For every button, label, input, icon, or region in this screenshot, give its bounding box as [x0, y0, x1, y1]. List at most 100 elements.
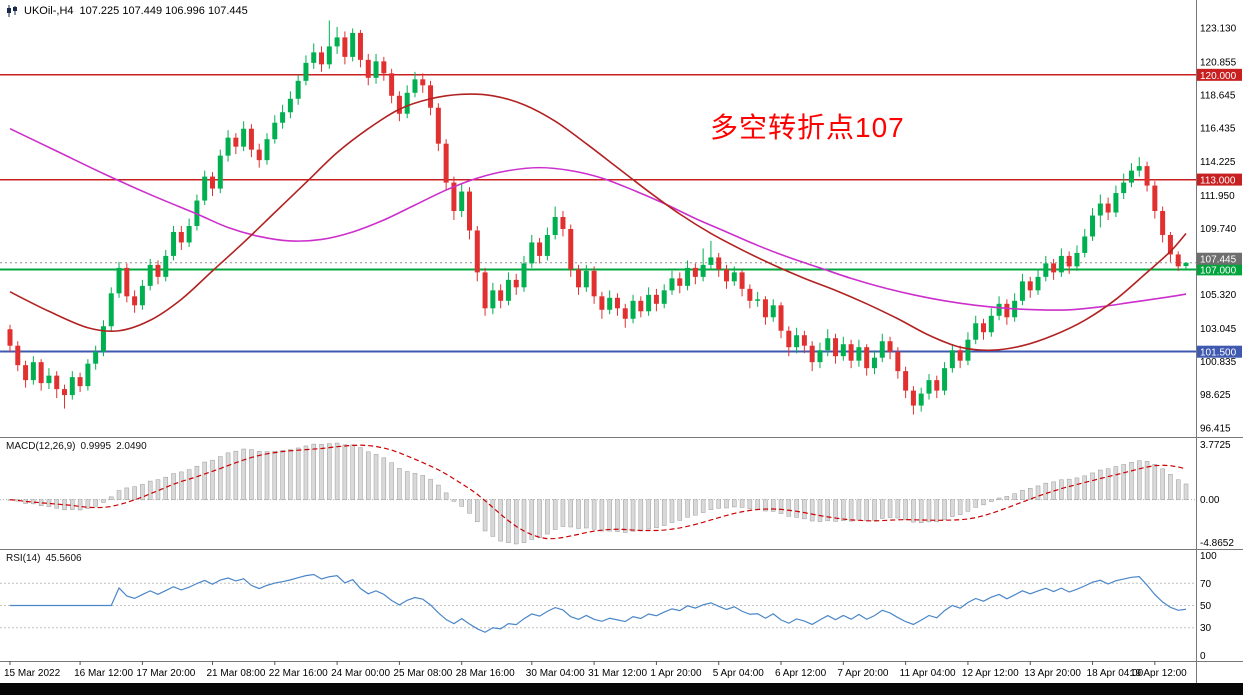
time-label: 31 Mar 12:00: [588, 668, 647, 679]
macd-histogram-bar: [210, 459, 215, 500]
candle-body-down: [498, 290, 504, 301]
macd-histogram-bar: [1035, 485, 1041, 500]
macd-histogram-bar: [802, 499, 807, 520]
macd-histogram-bar: [638, 499, 644, 532]
macd-indicator-label: MACD(12,26,9) 0.9995 2.0490: [6, 441, 152, 452]
price-axis[interactable]: 123.130 120.855 118.645 116.435 114.225 111.9…: [1197, 23, 1242, 434]
macd-histogram-bar: [856, 499, 862, 521]
time-label: 22 Mar 16:00: [269, 668, 328, 679]
macd-histogram-bar: [1144, 461, 1150, 500]
macd-histogram-bar: [545, 499, 550, 535]
candle-body-up: [147, 264, 153, 286]
macd-histogram-bar: [1121, 464, 1126, 500]
macd-histogram-bar: [280, 450, 285, 500]
candle-body-up: [700, 264, 706, 277]
candle-body-down: [420, 79, 426, 86]
macd-histogram-bar: [1098, 469, 1103, 500]
macd-histogram-bar: [311, 443, 316, 500]
macd-histogram-bar: [809, 499, 815, 522]
candle-body-down: [903, 371, 909, 391]
macd-histogram-bar: [841, 499, 846, 521]
candles-layer: [7, 20, 1189, 415]
macd-histogram-bar: [1074, 477, 1080, 500]
candle-body-down: [7, 329, 13, 346]
time-axis[interactable]: 15 Mar 2022 16 Mar 12:00 17 Mar 20:00 21 Ma…: [4, 661, 1187, 679]
candle-body-up: [295, 80, 301, 99]
candle-body-up: [1074, 252, 1080, 267]
macd-histogram-bar: [482, 499, 488, 532]
candle-body-up: [755, 299, 761, 301]
candle-body-up: [303, 62, 309, 81]
macd-histogram-bar: [1090, 472, 1095, 500]
macd-histogram-bar: [989, 499, 994, 502]
macd-histogram-bar: [521, 499, 527, 543]
candle-body-up: [241, 128, 247, 147]
candle-body-down: [864, 347, 870, 369]
macd-histogram-bar: [77, 499, 83, 511]
time-label: 7 Apr 20:00: [837, 668, 889, 679]
candle-body-up: [630, 300, 636, 319]
candle-body-up: [529, 242, 535, 264]
candle-body-down: [1027, 281, 1033, 291]
time-label: 13 Apr 20:00: [1024, 668, 1081, 679]
candle-body-up: [965, 339, 971, 361]
macd-histogram-bar: [93, 499, 98, 507]
candle-body-down: [474, 230, 480, 273]
macd-histogram-bar: [366, 451, 371, 500]
macd-histogram-bar: [1175, 479, 1181, 500]
candle-body-up: [217, 155, 223, 189]
rsi-panel[interactable]: 100 70 50 30 0: [0, 551, 1217, 662]
macd-histogram-bar: [887, 499, 893, 518]
candle-body-up: [1090, 215, 1096, 237]
candle-body-down: [209, 176, 215, 189]
macd-histogram-bar: [288, 449, 293, 500]
macd-panel[interactable]: 3.7725 0.00 -4.8652: [0, 440, 1234, 549]
main-chart-panel[interactable]: [0, 20, 1196, 415]
macd-histogram-bar: [1082, 475, 1088, 500]
macd-histogram-bar: [101, 499, 106, 503]
candle-body-down: [62, 389, 68, 396]
candle-body-down: [389, 73, 395, 96]
macd-histogram-bar: [669, 499, 675, 523]
candle-body-up: [996, 303, 1002, 316]
macd-histogram-bar: [1137, 460, 1142, 500]
candle-body-down: [747, 288, 753, 301]
macd-histogram-bar: [451, 499, 457, 502]
candle-body-down: [435, 107, 441, 144]
macd-histogram-bar: [693, 499, 698, 516]
macd-histogram-bar: [1043, 482, 1049, 500]
macd-histogram-bar: [498, 499, 503, 542]
macd-histogram-bar: [825, 499, 830, 522]
candle-body-down: [560, 217, 566, 229]
candle-body-up: [926, 380, 932, 394]
rsi-indicator-label: RSI(14) 45.5606: [6, 553, 87, 564]
candle-body-down: [381, 61, 387, 74]
macd-histogram-bar: [950, 499, 955, 517]
macd-histogram-bar: [973, 499, 978, 508]
macd-histogram-bar: [1066, 478, 1072, 500]
macd-histogram-bar: [147, 480, 153, 500]
macd-histogram-bar: [794, 499, 799, 518]
macd-histogram-bar: [272, 450, 278, 500]
macd-histogram-bar: [716, 499, 721, 509]
macd-histogram-bar: [677, 499, 683, 521]
price-tick-label: 109.740: [1200, 224, 1237, 235]
macd-histogram-bar: [194, 465, 200, 500]
macd-histogram-bar: [475, 499, 480, 523]
candle-body-down: [357, 32, 363, 60]
candle-body-up: [1019, 281, 1025, 301]
candle-body-up: [225, 137, 231, 156]
macd-histogram-bar: [428, 478, 433, 500]
candle-body-down: [256, 149, 262, 161]
candle-body-down: [54, 375, 60, 390]
candle-body-down: [248, 128, 254, 150]
candle-body-up: [280, 112, 286, 123]
time-label: 21 Mar 08:00: [206, 668, 265, 679]
ma-slow-line: [9, 127, 1187, 311]
candle-body-up: [521, 263, 527, 288]
candle-body-down: [342, 37, 348, 57]
price-tick-label: 98.625: [1200, 390, 1231, 401]
macd-histogram-bar: [630, 499, 636, 532]
